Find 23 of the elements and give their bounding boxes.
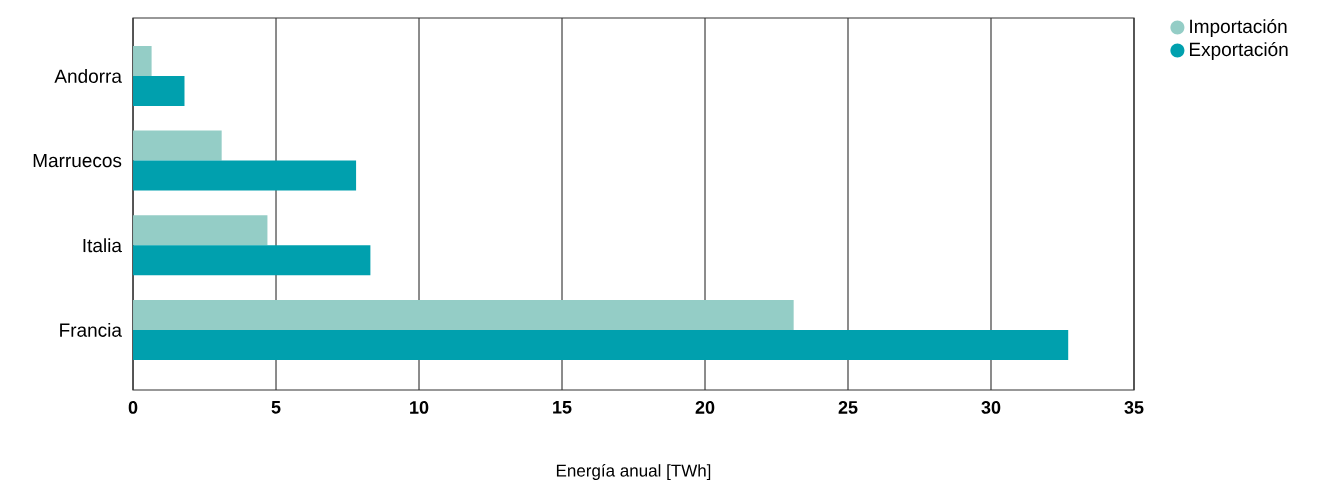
bar	[133, 299, 794, 330]
y-tick-label: Marruecos	[33, 153, 122, 168]
x-axis-title: Energía anual [TWh]	[556, 463, 711, 480]
legend-label: Importación	[1190, 18, 1287, 37]
x-tick-label: 35	[1124, 401, 1144, 414]
bar	[133, 329, 1069, 360]
y-tick-label: Andorra	[54, 69, 122, 83]
x-tick-label: 20	[695, 401, 715, 414]
legend-label: Exportación	[1189, 41, 1288, 60]
bar	[133, 160, 357, 191]
x-tick-label: 25	[838, 401, 858, 414]
bar	[133, 75, 185, 106]
x-tick-label: 15	[553, 401, 572, 414]
bar	[133, 45, 152, 76]
x-tick-label: 30	[981, 401, 1001, 414]
bar	[133, 245, 371, 276]
bar	[133, 130, 222, 161]
x-tick-label: 5	[271, 401, 281, 414]
x-tick-label: 0	[128, 401, 138, 414]
bar	[133, 215, 268, 246]
x-tick-label: 10	[410, 401, 429, 414]
y-tick-label: Francia	[60, 322, 122, 337]
y-tick-label: Italia	[83, 238, 122, 253]
